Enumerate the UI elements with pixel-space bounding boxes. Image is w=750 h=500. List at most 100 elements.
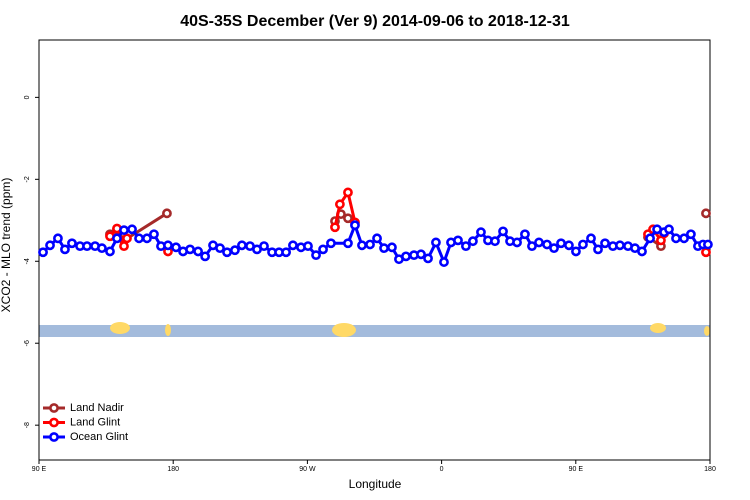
data-point <box>549 243 559 254</box>
data-point <box>127 224 137 235</box>
data-point <box>343 187 353 198</box>
series <box>38 220 713 267</box>
data-point <box>318 244 328 255</box>
legend: Land Nadir Land Glint Ocean Glint <box>43 402 128 443</box>
data-point <box>222 247 232 258</box>
data-point <box>578 239 588 250</box>
x-tick-label: 90 E <box>32 466 47 473</box>
data-point <box>439 257 449 267</box>
data-point <box>122 233 132 244</box>
data-point <box>512 237 522 248</box>
data-point <box>335 199 345 210</box>
data-point <box>520 229 530 240</box>
x-axis-label: Longitude <box>349 477 402 491</box>
data-point <box>343 238 353 249</box>
data-point <box>571 246 581 257</box>
land-blob <box>332 323 356 337</box>
data-point <box>701 247 711 258</box>
data-point <box>230 245 240 256</box>
legend-marker <box>49 403 59 413</box>
data-point <box>259 241 269 252</box>
data-point <box>679 233 689 244</box>
x-tick-label: 90 W <box>299 466 316 473</box>
data-point <box>645 233 655 244</box>
data-point <box>53 233 63 244</box>
land-blob <box>704 326 710 336</box>
data-point <box>534 237 544 248</box>
data-point <box>686 229 696 240</box>
ocean-band <box>39 325 710 337</box>
data-point <box>281 247 291 258</box>
data-point <box>372 233 382 244</box>
data-point <box>162 208 172 219</box>
data-point <box>142 233 152 244</box>
data-point <box>326 238 336 249</box>
data-point <box>60 244 70 255</box>
data-point <box>423 253 433 264</box>
legend-label: Ocean Glint <box>70 431 128 443</box>
y-tick-label: -6 <box>24 340 31 346</box>
data-point <box>119 241 129 252</box>
y-tick-label: -4 <box>24 258 31 264</box>
data-point <box>701 208 711 219</box>
data-point <box>365 239 375 250</box>
data-point <box>401 251 411 262</box>
data-point <box>303 241 313 252</box>
data-point <box>237 240 247 251</box>
data-point <box>664 224 674 235</box>
data-point <box>185 244 195 255</box>
data-point <box>45 240 55 251</box>
data-point <box>215 243 225 254</box>
data-point <box>105 246 115 257</box>
data-point <box>343 213 353 224</box>
data-point <box>453 235 463 246</box>
data-point <box>357 240 367 251</box>
data-point <box>311 250 321 261</box>
data-point <box>498 226 508 237</box>
data-point <box>112 233 122 244</box>
data-point <box>387 242 397 253</box>
data-point <box>490 236 500 247</box>
x-tick-label: 180 <box>167 466 179 473</box>
data-point <box>163 240 173 251</box>
data-point <box>67 238 77 249</box>
chart-title: 40S-35S December (Ver 9) 2014-09-06 to 2… <box>180 13 570 30</box>
data-point <box>38 247 48 258</box>
data-point <box>134 233 144 244</box>
y-tick-label: -2 <box>24 176 31 182</box>
land-blob <box>650 323 666 333</box>
data-point <box>379 243 389 254</box>
land-blob <box>165 324 171 336</box>
x-tick-label: 0 <box>440 466 444 473</box>
data-point <box>193 246 204 257</box>
data-point <box>527 241 537 252</box>
data-point <box>200 251 211 262</box>
data-point <box>288 240 298 251</box>
land-strip <box>39 322 710 337</box>
data-point <box>556 238 566 249</box>
data-point <box>586 233 596 244</box>
data-point <box>171 242 181 253</box>
legend-marker <box>49 417 59 428</box>
data-point <box>637 246 647 257</box>
data-point <box>330 222 340 233</box>
legend-label: Land Glint <box>70 416 120 428</box>
data-point <box>461 241 471 252</box>
data-point <box>476 227 486 238</box>
data-point <box>542 239 552 250</box>
data-point <box>416 249 426 260</box>
data-point <box>600 238 610 249</box>
data-point <box>671 233 681 244</box>
land-blob <box>110 322 130 334</box>
data-point <box>82 241 92 252</box>
legend-label: Land Nadir <box>70 402 124 414</box>
data-point <box>703 239 713 250</box>
data-point <box>615 240 625 251</box>
data-point <box>119 225 129 236</box>
data-point <box>564 240 574 251</box>
data-point <box>149 229 159 240</box>
x-tick-label: 90 E <box>569 466 584 473</box>
x-tick-label: 180 <box>704 466 716 473</box>
data-point <box>350 220 360 231</box>
